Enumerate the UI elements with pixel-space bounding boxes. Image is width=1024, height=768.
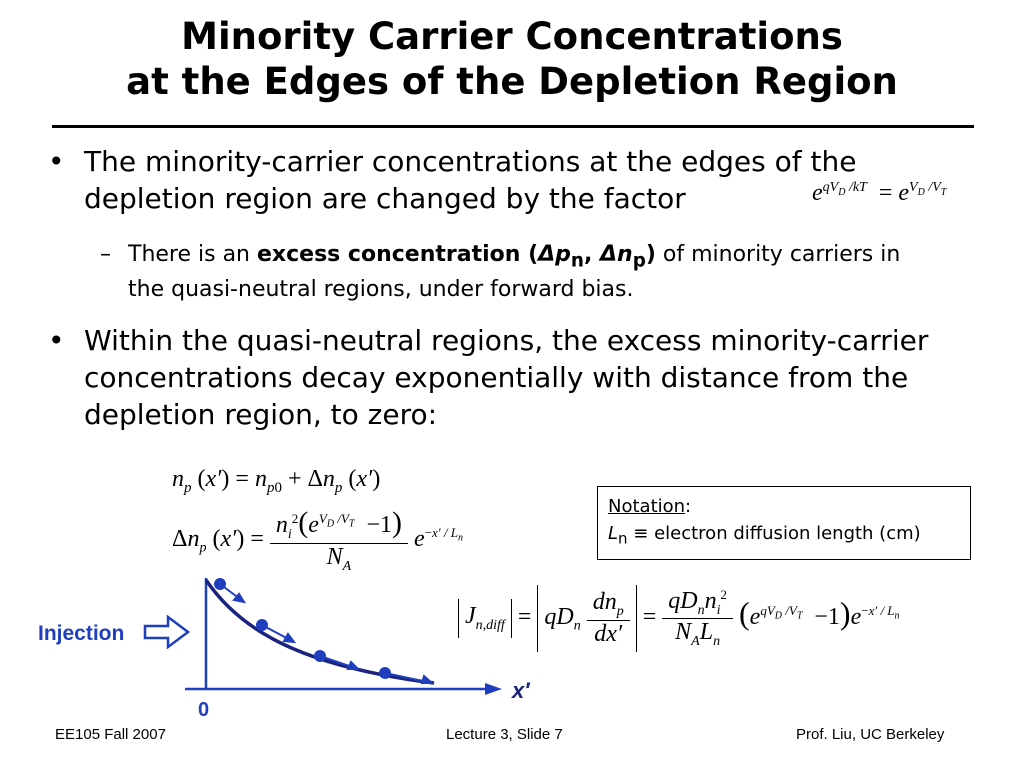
title-underline (52, 125, 974, 128)
bullet-dot: • (48, 324, 65, 357)
axis-arrow-icon (485, 683, 502, 695)
carrier-markers (214, 578, 435, 684)
notation-box: Notation: Ln ≡ electron diffusion length… (597, 486, 971, 560)
bullet-dot: • (48, 145, 65, 178)
equation-diffusion-current: Jn,diff = qDn dnp dx′ = qDnni2 NALn (eqVD … (458, 585, 900, 652)
title-line-1: Minority Carrier Concentrations (181, 15, 843, 58)
origin-label: 0 (198, 699, 209, 720)
notation-heading: Notation: (608, 496, 692, 517)
footer-author: Prof. Liu, UC Berkeley (796, 726, 945, 743)
sub-bullet-dash: – (100, 242, 111, 267)
bullet-1-text: The minority-carrier concentrations at t… (84, 145, 857, 215)
equation-total-concentration: np (x′) = np0 + Δnp (x′) (172, 466, 381, 496)
title-line-2: at the Edges of the Depletion Region (126, 60, 898, 103)
footer-slide-number: Lecture 3, Slide 7 (446, 726, 563, 743)
sub-bullet-text: There is an excess concentration (Δpn, Δ… (128, 242, 901, 303)
decay-diagram: Injection 0 x′ (38, 578, 531, 720)
injection-arrow-icon (143, 614, 191, 650)
bullet-2-text: Within the quasi-neutral regions, the ex… (84, 324, 929, 431)
equation-excess-concentration: Δnp (x′) = ni2(eVD /VT −1) NA e−x′ / Ln (172, 506, 463, 574)
footer-course: EE105 Fall 2007 (55, 726, 166, 743)
factor-equation: eqVD /kT = eVD /VT (812, 180, 947, 206)
injection-label: Injection (38, 622, 124, 645)
axis-label: x′ (511, 678, 531, 703)
slide-title: Minority Carrier Concentrations at the E… (0, 14, 1024, 104)
notation-definition: Ln ≡ electron diffusion length (cm) (608, 523, 921, 548)
